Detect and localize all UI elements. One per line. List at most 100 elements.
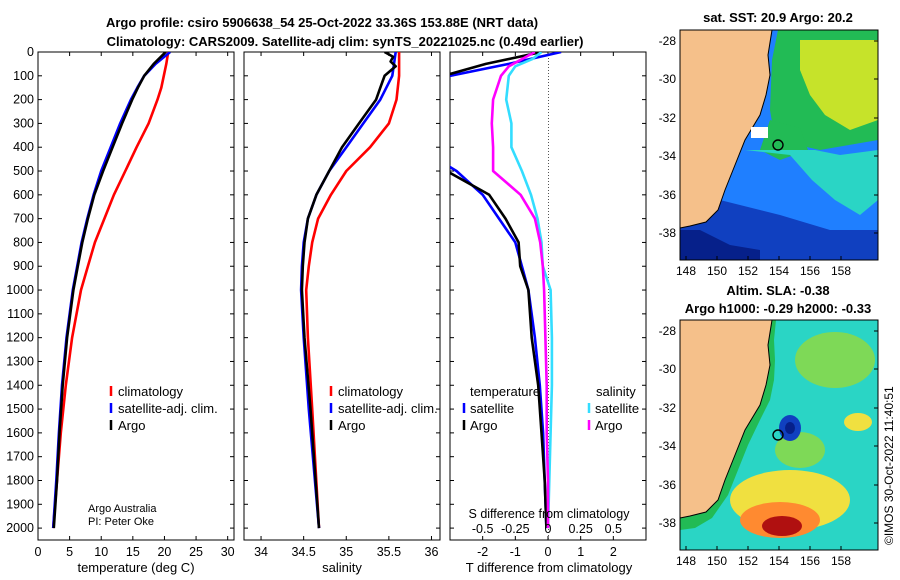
x2-tick-label: 0 <box>545 522 552 536</box>
salinity-diff-ticks: -0.5 -0.25 0 0.25 0.5 <box>472 522 622 536</box>
diff-legend-label-sal-argo: Argo <box>595 418 622 433</box>
depth-tick-label: 1000 <box>6 283 34 297</box>
sst-coastline <box>680 30 773 229</box>
difference-lines <box>450 52 562 529</box>
sal-legend-label-climatology: climatology <box>338 384 404 399</box>
sla-map-axes: -28 -30 -32 -34 -36 -38 148 150 152 154 156 158 <box>659 324 878 568</box>
depth-tick-label: 1400 <box>6 378 34 392</box>
x2-tick-label: -0.25 <box>501 522 530 536</box>
depth-tick-label: 1600 <box>6 426 34 440</box>
sst-mid-band <box>745 150 878 215</box>
depth-tick-label: 1700 <box>6 450 34 464</box>
x-tick-label: -2 <box>477 545 488 559</box>
depth-tick-label: 2000 <box>6 521 34 535</box>
sst-map-axes: -28 -30 -32 -34 -36 -38 148 150 152 154 156 158 <box>659 34 878 278</box>
depth-tick-label: 800 <box>13 235 34 249</box>
map-lat-label: -38 <box>659 226 677 240</box>
sla-high-east <box>844 413 872 431</box>
depth-tick-label: 1300 <box>6 354 34 368</box>
series-line-salinity-argo <box>490 52 550 529</box>
figure-title-line1: Argo profile: csiro 5906638_54 25-Oct-20… <box>106 15 538 30</box>
map-lon-label: 150 <box>707 554 727 568</box>
depth-tick-label: 300 <box>13 116 34 130</box>
map-lat-label: -36 <box>659 188 677 202</box>
diff-legend-temp-header: temperature <box>470 384 540 399</box>
sal-legend-label-argo: Argo <box>338 418 365 433</box>
depth-tick-label: 1900 <box>6 497 34 511</box>
x2-tick-label: 0.5 <box>605 522 622 536</box>
map-lat-label: -28 <box>659 34 677 48</box>
x-tick-label: 0 <box>35 545 42 559</box>
depth-tick-label: 600 <box>13 188 34 202</box>
x2-tick-label: -0.5 <box>472 522 494 536</box>
map-lat-label: -38 <box>659 516 677 530</box>
x-tick-label: 25 <box>189 545 203 559</box>
temperature-lines <box>51 52 171 529</box>
map-lat-label: -30 <box>659 362 677 376</box>
diff-legend-label-sal-sat: satellite <box>595 401 639 416</box>
map-lon-label: 148 <box>676 264 696 278</box>
x-tick-label: 34.5 <box>291 545 315 559</box>
sst-argo-location <box>772 139 784 151</box>
sst-map <box>680 30 878 260</box>
salinity-lines <box>299 52 401 529</box>
x-tick-label: -1 <box>510 545 521 559</box>
map-lon-label: 156 <box>800 264 820 278</box>
salinity-legend: climatology satellite-adj. clim. Argo <box>329 384 438 433</box>
series-line-salinity-satellite <box>504 52 554 529</box>
map-lat-label: -28 <box>659 324 677 338</box>
credit-line1: Argo Australia <box>88 503 157 515</box>
sst-coolest <box>680 230 760 260</box>
salinity-xlabel: salinity <box>322 560 362 575</box>
map-lat-label: -36 <box>659 478 677 492</box>
sla-peak-south <box>762 516 802 536</box>
depth-tick-label: 1100 <box>7 307 34 321</box>
x-tick-label: 1 <box>577 545 584 559</box>
diff-legend-label-temp-sat: satellite <box>470 401 514 416</box>
series-line-climatology <box>51 52 170 529</box>
map-lon-label: 158 <box>831 554 851 568</box>
depth-tick-label: 1500 <box>6 402 34 416</box>
diff-legend-sal-header: salinity <box>596 384 636 399</box>
x-tick-label: 34 <box>254 545 268 559</box>
x-tick-label: 20 <box>157 545 171 559</box>
series-line-temperature-argo <box>450 52 548 529</box>
depth-tick-label: 500 <box>13 164 34 178</box>
temperature-legend: climatology satellite-adj. clim. Argo <box>109 384 218 433</box>
map-lon-label: 148 <box>676 554 696 568</box>
x-tick-label: 15 <box>126 545 140 559</box>
sla-map <box>680 320 878 550</box>
sal-legend-label-satellite: satellite-adj. clim. <box>338 401 438 416</box>
sla-map-title2: Argo h1000: -0.29 h2000: -0.33 <box>685 301 871 316</box>
sla-high-ne <box>795 332 875 388</box>
sla-land <box>680 320 772 518</box>
sla-high-mid <box>775 432 825 468</box>
legend-label-climatology: climatology <box>118 384 184 399</box>
figure-title-line2: Climatology: CARS2009. Satellite-adj cli… <box>107 34 584 49</box>
x-tick-label: 36 <box>425 545 439 559</box>
map-lon-label: 150 <box>707 264 727 278</box>
x-tick-label: 2 <box>610 545 617 559</box>
depth-tick-label: 700 <box>13 212 34 226</box>
salinity-panel-frame <box>243 51 441 541</box>
map-lon-label: 156 <box>800 554 820 568</box>
x-tick-label: 35.5 <box>377 545 401 559</box>
temperature-panel-frame <box>37 51 235 541</box>
map-lat-label: -32 <box>659 111 677 125</box>
diff-legend-label-temp-argo: Argo <box>470 418 497 433</box>
difference-xlabel: T difference from climatology <box>466 560 633 575</box>
depth-tick-label: 1800 <box>6 473 34 487</box>
map-lon-label: 154 <box>769 264 789 278</box>
credit-line2: PI: Peter Oke <box>88 516 154 528</box>
sla-cold-eddy-core <box>785 422 795 434</box>
watermark: ©IMOS 30-Oct-2022 11:40:51 <box>882 386 896 545</box>
depth-axis: 0 100 200 300 400 500 600 700 800 900 1000 1100 1200… <box>6 45 646 535</box>
map-lat-label: -34 <box>659 149 677 163</box>
difference-x2label: S difference from climatology <box>469 507 631 521</box>
x-tick-label: 30 <box>221 545 235 559</box>
depth-tick-label: 900 <box>13 259 34 273</box>
sla-map-title1: Altim. SLA: -0.38 <box>726 283 829 298</box>
map-lat-label: -34 <box>659 439 677 453</box>
map-lon-label: 152 <box>738 264 758 278</box>
legend-label-satellite: satellite-adj. clim. <box>118 401 218 416</box>
